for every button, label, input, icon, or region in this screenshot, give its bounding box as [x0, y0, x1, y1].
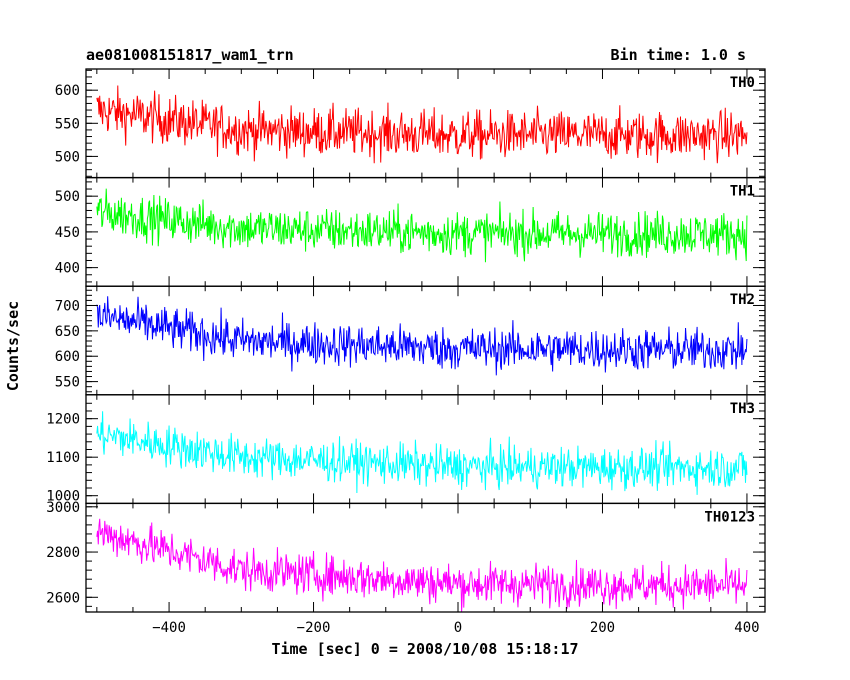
panel-label: TH2 [730, 292, 755, 308]
panel-th1: 400 450 500 TH1 [55, 176, 766, 287]
y-tick-label: 500 [55, 189, 80, 205]
panel-th2: 550 600 650 700 TH2 [55, 285, 766, 396]
y-tick-label: 1100 [46, 450, 80, 466]
panel-frame [85, 502, 766, 613]
chart-title: ae081008151817_wam1_trn [86, 46, 294, 64]
x-tick-label: 200 [590, 620, 615, 636]
series-line-th3 [96, 411, 748, 495]
panel-label: TH3 [730, 401, 755, 417]
series-line-th0 [96, 85, 748, 164]
series-line-th2 [96, 296, 748, 376]
y-tick-label: 500 [55, 149, 80, 165]
panel-label: TH1 [730, 184, 755, 200]
series-line-th0123 [96, 518, 748, 612]
x-axis-label: Time [sec] 0 = 2008/10/08 15:18:17 [271, 640, 578, 658]
y-tick-label: 450 [55, 225, 80, 241]
y-tick-label: 2800 [46, 545, 80, 561]
y-tick-label: 3000 [46, 500, 80, 516]
series-line-th1 [96, 188, 748, 263]
y-tick-label: 650 [55, 324, 80, 340]
panel-frame [85, 285, 766, 396]
y-axis-label: Counts/sec [4, 301, 22, 391]
panel-th0123: 2600 2800 3000 TH0123 [46, 500, 766, 613]
panel-label: TH0 [730, 75, 755, 91]
y-tick-label: 550 [55, 375, 80, 391]
panels: 500 550 600 TH0 400 450 500 TH1 550 600 650 700 TH2 1… [46, 68, 766, 613]
y-tick-label: 400 [55, 261, 80, 277]
x-tick-label: 0 [454, 620, 462, 636]
y-tick-label: 2600 [46, 590, 80, 606]
panel-th3: 1000 1100 1200 TH3 [46, 394, 766, 505]
x-tick-label: −200 [297, 620, 331, 636]
y-tick-label: 600 [55, 349, 80, 365]
x-tick-label: −400 [152, 620, 186, 636]
panel-th0: 500 550 600 TH0 [55, 68, 766, 179]
y-tick-label: 550 [55, 116, 80, 132]
x-axis: −400 −200 0 200 400 [152, 620, 759, 636]
x-tick-label: 400 [734, 620, 759, 636]
y-tick-label: 600 [55, 83, 80, 99]
y-tick-label: 700 [55, 298, 80, 314]
y-tick-label: 1200 [46, 412, 80, 428]
panel-label: TH0123 [704, 509, 755, 525]
chart-subtitle: Bin time: 1.0 s [611, 46, 746, 64]
y-tick-label: 1000 [46, 489, 80, 505]
